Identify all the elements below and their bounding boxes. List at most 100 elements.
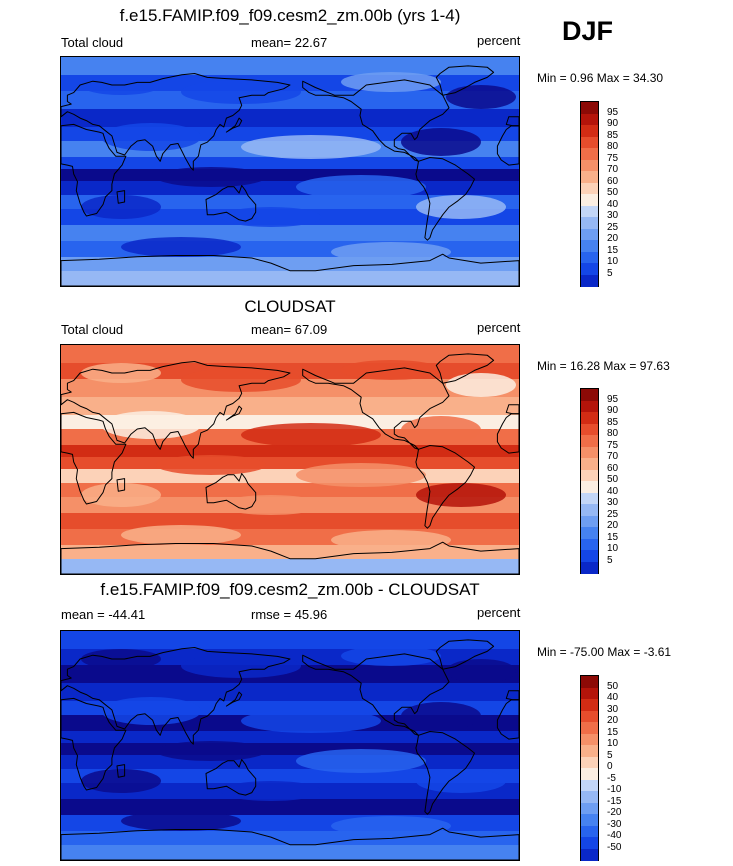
panel-1-map [60,56,520,287]
contour-blob-1 [181,654,301,678]
panel-2-minmax: Min = 16.28 Max = 97.63 [537,359,670,373]
contour-blob-4 [101,697,201,725]
coastline-australia [205,473,257,510]
contour-blob-10 [221,781,321,801]
colorbar-swatch [581,125,598,137]
zonal-band-6 [61,731,519,743]
contour-blob-10 [221,495,321,515]
coastline-antarctica [61,827,519,860]
colorbar-tick-label: 90 [607,405,619,416]
zonal-band-9 [61,195,519,209]
coastline-australia [205,185,257,222]
coastline-japan [225,117,243,133]
colorbar-swatch [581,148,598,160]
coastline-africa-west [496,125,519,166]
coastline-greenland [435,353,495,384]
panel-1-minmax: Min = 0.96 Max = 34.30 [537,71,664,85]
zonal-band-3 [61,397,519,415]
colorbar-tick-label: -20 [607,807,622,818]
zonal-band-3 [61,683,519,701]
colorbar-tick-label: 80 [607,141,619,152]
colorbar-tick-label: 10 [607,543,619,554]
colorbar-box [580,675,599,861]
panel-1-units: percent [477,33,521,48]
colorbar-tick-label: 85 [607,129,619,141]
zonal-band-6 [61,157,519,169]
colorbar-tick-label: 85 [607,416,619,428]
coastline-south-america [415,445,475,529]
panel-3-map-plot [61,631,519,860]
colorbar-swatch [581,814,598,826]
colorbar-tick-label: 20 [607,715,619,726]
contour-blob-8 [296,749,426,773]
contour-blob-13 [331,242,451,262]
colorbar-tick-label: 15 [607,726,619,738]
colorbar-swatch [581,779,598,792]
contour-blob-11 [416,483,506,507]
coastline-antarctica [61,253,519,286]
panel-2-mean: mean= 67.09 [251,322,328,337]
contour-blob-5 [241,709,381,733]
zonal-band-8 [61,469,519,483]
colorbar-swatch [581,274,598,287]
colorbar-swatch [581,182,598,195]
zonal-band-2 [61,379,519,397]
colorbar-tick-label: -15 [607,795,622,807]
colorbar-tick-label: 0 [607,761,613,772]
colorbar-tick-label: 90 [607,118,619,129]
zonal-band-7 [61,169,519,181]
contour-blob-9 [81,483,161,507]
colorbar-swatch [581,848,598,861]
contour-blob-5 [241,423,381,447]
contour-blob-13 [331,816,451,836]
contour-blob-7 [156,455,266,475]
coastline-eurasia [61,361,291,459]
panel-3-minmax: Min = -75.00 Max = -3.61 [537,645,672,659]
colorbar-swatch [581,676,598,688]
colorbar-swatch [581,446,598,459]
zonal-band-11 [61,225,519,241]
zonal-band-2 [61,665,519,683]
colorbar-tick-label: 75 [607,152,619,164]
coastline-north-america [302,79,450,162]
colorbar-swatch [581,550,598,562]
colorbar-swatch [581,837,598,849]
coastline-europe-west [505,116,519,127]
colorbar-tick-label: 10 [607,738,619,749]
coastline-north-america [302,653,450,736]
panel-2-title: CLOUDSAT [244,297,336,316]
coastline-greenland [435,65,495,96]
panel-3-map [60,630,520,861]
contour-blob-13 [331,530,451,550]
colorbar-tick-label: 30 [607,497,619,508]
colorbar-swatch [581,515,598,528]
colorbar-tick-label: 10 [607,256,619,267]
coastline-africa [61,411,127,505]
coastline-eurasia [61,647,291,745]
colorbar-swatch [581,791,598,803]
contour-blob-4 [101,411,201,439]
coastline-south-america [415,157,475,241]
colorbar-swatch [581,263,598,275]
zonal-band-11 [61,513,519,529]
zonal-band-9 [61,769,519,783]
colorbar-swatch [581,699,598,711]
zonal-band-6 [61,445,519,457]
colorbar-swatch [581,102,598,114]
colorbar-tick-label: 80 [607,428,619,439]
colorbar-tick-label: 60 [607,175,619,187]
zonal-band-7 [61,743,519,755]
colorbar-swatch [581,412,598,424]
colorbar-tick-label: 5 [607,267,613,279]
colorbar-swatch [581,687,598,700]
coastline-africa [61,697,127,791]
colorbar-swatch [581,825,598,838]
season-label: DJF [562,16,614,46]
colorbar-swatch [581,710,598,723]
colorbar-tick-label: 50 [607,680,619,692]
coastline-south-america [415,731,475,815]
contour-blob-3 [446,85,516,109]
panel-1-title: f.e15.FAMIP.f09_f09.cesm2_zm.00b (yrs 1-… [119,6,461,25]
colorbar-swatch [581,745,598,757]
contour-blob-3 [446,659,516,683]
